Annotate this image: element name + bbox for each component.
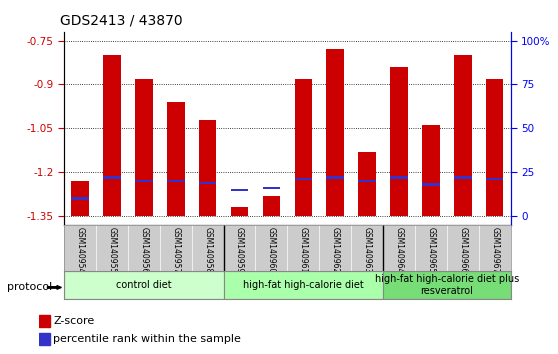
Text: GSM140963: GSM140963 bbox=[363, 227, 372, 274]
Bar bbox=[358, 180, 376, 182]
Bar bbox=[263, 187, 280, 189]
Text: high-fat high-calorie diet: high-fat high-calorie diet bbox=[243, 280, 364, 290]
Bar bbox=[422, 125, 440, 216]
Bar bbox=[231, 207, 248, 216]
Text: GSM140962: GSM140962 bbox=[331, 227, 340, 273]
Bar bbox=[358, 152, 376, 216]
Bar bbox=[71, 181, 89, 216]
Text: GDS2413 / 43870: GDS2413 / 43870 bbox=[60, 14, 182, 28]
Text: GSM140966: GSM140966 bbox=[458, 227, 467, 274]
Bar bbox=[224, 271, 383, 299]
Bar bbox=[64, 271, 224, 299]
Bar bbox=[390, 67, 408, 216]
Bar bbox=[486, 79, 503, 216]
Text: GSM140955: GSM140955 bbox=[108, 227, 117, 274]
Bar bbox=[199, 182, 217, 184]
Bar bbox=[231, 189, 248, 191]
Text: protocol: protocol bbox=[7, 282, 52, 292]
Bar bbox=[454, 176, 472, 179]
Bar bbox=[486, 178, 503, 180]
Bar bbox=[326, 176, 344, 179]
Bar bbox=[199, 120, 217, 216]
Bar bbox=[326, 50, 344, 216]
Bar bbox=[454, 55, 472, 216]
Bar bbox=[167, 180, 185, 182]
Text: control diet: control diet bbox=[116, 280, 172, 290]
Text: percentile rank within the sample: percentile rank within the sample bbox=[54, 334, 241, 344]
Text: GSM140958: GSM140958 bbox=[203, 227, 212, 273]
Bar bbox=[383, 271, 511, 299]
Bar bbox=[135, 180, 153, 182]
Text: GSM140957: GSM140957 bbox=[171, 227, 180, 274]
Bar bbox=[135, 79, 153, 216]
Bar bbox=[422, 183, 440, 185]
Text: GSM140967: GSM140967 bbox=[490, 227, 499, 274]
Text: GSM140964: GSM140964 bbox=[395, 227, 403, 274]
Bar bbox=[167, 102, 185, 216]
Text: GSM140961: GSM140961 bbox=[299, 227, 308, 273]
Text: Z-score: Z-score bbox=[54, 316, 95, 326]
Bar bbox=[103, 55, 121, 216]
Bar bbox=[295, 79, 312, 216]
Text: GSM140956: GSM140956 bbox=[140, 227, 148, 274]
Bar bbox=[295, 178, 312, 180]
Text: GSM140965: GSM140965 bbox=[426, 227, 435, 274]
Bar bbox=[71, 197, 89, 200]
Bar bbox=[263, 195, 280, 216]
Text: GSM140959: GSM140959 bbox=[235, 227, 244, 274]
Text: GSM140960: GSM140960 bbox=[267, 227, 276, 274]
Bar bbox=[103, 176, 121, 179]
Bar bbox=[39, 333, 50, 345]
Text: high-fat high-calorie diet plus
resveratrol: high-fat high-calorie diet plus resverat… bbox=[374, 274, 519, 296]
Text: GSM140954: GSM140954 bbox=[76, 227, 85, 274]
Bar bbox=[390, 176, 408, 179]
Bar bbox=[39, 315, 50, 327]
